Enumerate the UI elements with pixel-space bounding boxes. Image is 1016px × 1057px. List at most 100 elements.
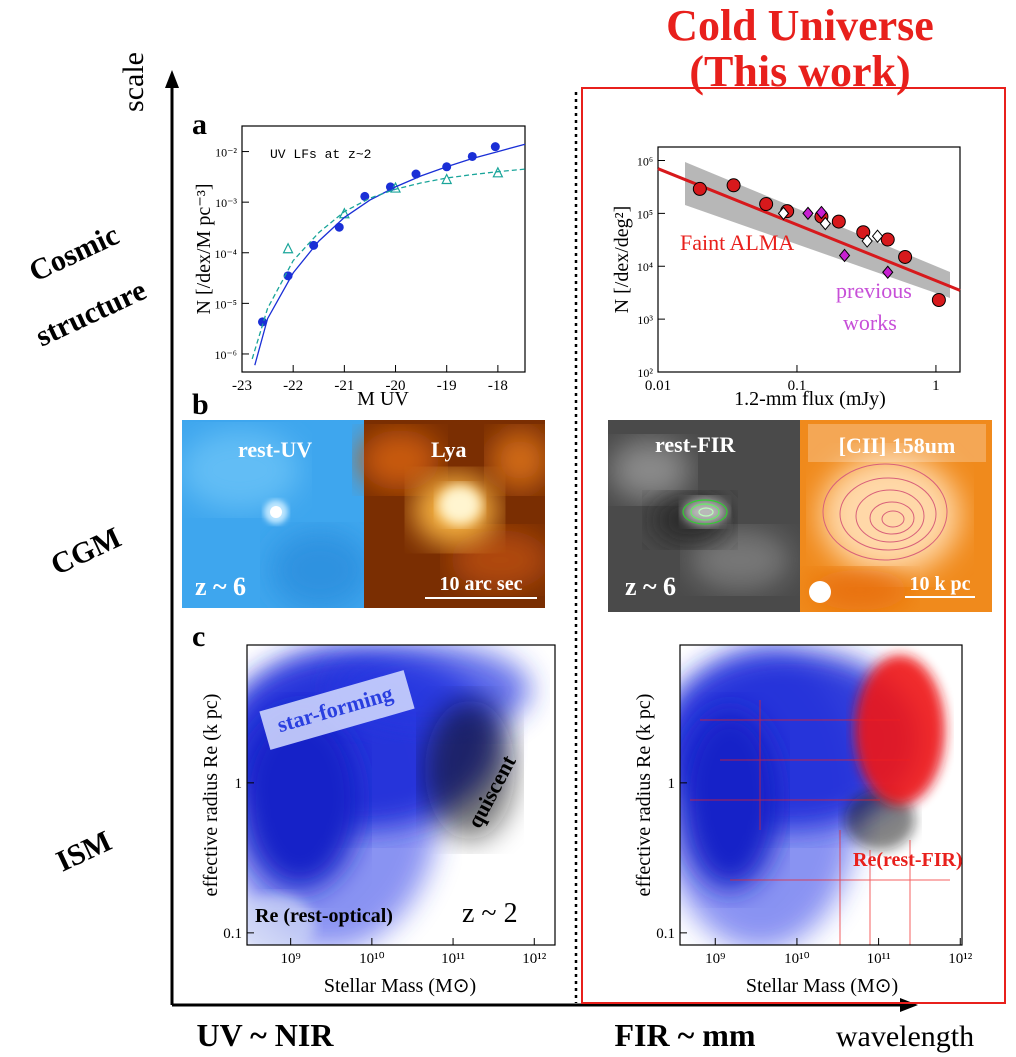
x-tick-label: 10⁹ bbox=[705, 951, 725, 967]
x-tick-label: 10¹⁰ bbox=[359, 951, 385, 967]
y-axis-label: effective radius Re (k pc) bbox=[200, 694, 222, 897]
image-label: [CII] 158um bbox=[839, 433, 956, 458]
x-tick-label: -23 bbox=[232, 378, 252, 394]
x-tick-label: 0.01 bbox=[645, 378, 671, 394]
annotation: previous bbox=[836, 278, 912, 303]
scatter-cloud bbox=[247, 645, 530, 945]
x-tick-label: 1 bbox=[932, 378, 940, 394]
y-tick-label: 10² bbox=[637, 366, 653, 380]
heading: (This work) bbox=[689, 47, 910, 96]
row-label: ISM bbox=[51, 824, 116, 878]
chart-title: UV LFs at z~2 bbox=[270, 147, 371, 162]
fit-line bbox=[657, 167, 961, 292]
y-tick-label: 10⁻⁶ bbox=[214, 348, 237, 362]
data-point bbox=[931, 292, 946, 307]
label-backdrop bbox=[808, 424, 986, 462]
data-point bbox=[490, 142, 500, 152]
data-point bbox=[831, 214, 846, 229]
plot-frame bbox=[241, 125, 526, 373]
y-tick-label: 1 bbox=[235, 776, 243, 792]
data-point bbox=[880, 232, 895, 247]
y-tick-label: 10³ bbox=[637, 313, 653, 327]
x-axis-label: Stellar Mass (M⊙) bbox=[746, 975, 898, 997]
image-label: Lya bbox=[431, 437, 466, 462]
image-panels bbox=[608, 420, 992, 612]
scatter-cloud bbox=[680, 650, 950, 945]
x-tick-label: 10¹² bbox=[948, 951, 972, 967]
x-tick-label: 0.1 bbox=[788, 378, 807, 394]
axis-label: scale bbox=[117, 52, 150, 112]
data-point bbox=[492, 166, 504, 178]
data-point bbox=[360, 191, 370, 201]
panel-label: a bbox=[192, 108, 207, 141]
x-tick-label: -21 bbox=[334, 378, 354, 394]
plot-frame bbox=[657, 146, 961, 373]
column-label: FIR ~ mm bbox=[614, 1017, 755, 1053]
y-tick-label: 10⁻² bbox=[215, 146, 237, 160]
x-tick-label: -19 bbox=[437, 378, 457, 394]
y-axis-label: effective radius Re (k pc) bbox=[633, 694, 655, 897]
highlight-box bbox=[581, 87, 1006, 1004]
data-point bbox=[334, 222, 344, 232]
image-panels bbox=[182, 420, 545, 608]
annotation: Re(rest-FIR) bbox=[853, 849, 963, 871]
column-label: UV ~ NIR bbox=[197, 1017, 335, 1053]
arrow-head bbox=[165, 70, 179, 88]
plot-frame bbox=[679, 644, 963, 946]
data-point bbox=[338, 207, 350, 219]
image-note: z ~ 6 bbox=[195, 572, 246, 601]
data-point bbox=[838, 248, 851, 263]
arrow-head bbox=[900, 998, 918, 1012]
data-point bbox=[726, 178, 741, 193]
image-note: 10 arc sec bbox=[440, 573, 523, 595]
image-label: rest-UV bbox=[238, 437, 312, 462]
x-axis-label: M UV bbox=[357, 388, 409, 410]
y-axis-label: N [/dex/M pc⁻³] bbox=[193, 184, 215, 315]
y-tick-label: 0.1 bbox=[223, 926, 242, 942]
y-axis-label: N [/dex/deg²] bbox=[611, 206, 633, 314]
plot-frame bbox=[246, 644, 556, 946]
data-point bbox=[819, 216, 831, 231]
y-tick-label: 10⁻⁴ bbox=[214, 247, 237, 261]
image-note: z ~ 6 bbox=[625, 572, 676, 601]
annotation: works bbox=[843, 310, 897, 335]
data-point bbox=[309, 240, 319, 250]
y-tick-label: 10⁻⁵ bbox=[214, 297, 237, 311]
y-tick-label: 10⁵ bbox=[637, 207, 653, 221]
confidence-band bbox=[685, 162, 950, 298]
panel-label: c bbox=[192, 620, 205, 653]
data-point bbox=[759, 197, 774, 212]
data-point bbox=[411, 169, 421, 179]
data-point bbox=[861, 234, 873, 248]
y-tick-label: 0.1 bbox=[656, 926, 675, 942]
axis-label: wavelength bbox=[836, 1020, 974, 1053]
data-point bbox=[282, 242, 294, 254]
heading: Cold Universe bbox=[666, 1, 934, 50]
x-tick-label: 10¹⁰ bbox=[784, 951, 810, 967]
y-tick-label: 10⁴ bbox=[637, 260, 653, 274]
x-tick-label: -18 bbox=[488, 378, 508, 394]
annotation: Re (rest-optical) bbox=[255, 905, 393, 927]
data-point bbox=[777, 206, 790, 221]
data-point bbox=[882, 265, 894, 280]
row-label: CGM bbox=[46, 521, 126, 582]
x-tick-label: 10¹¹ bbox=[867, 951, 891, 967]
panel-label: b bbox=[192, 388, 209, 421]
x-tick-label: -22 bbox=[283, 378, 303, 394]
annotation: z ~ 2 bbox=[462, 898, 518, 929]
x-tick-label: -20 bbox=[386, 378, 406, 394]
x-tick-label: 10¹² bbox=[522, 951, 546, 967]
annotation: Faint ALMA bbox=[680, 230, 794, 255]
image-note: 10 k pc bbox=[909, 573, 970, 595]
image-label: rest-FIR bbox=[655, 432, 736, 457]
y-tick-label: 10⁻³ bbox=[215, 196, 237, 210]
x-axis-label: Stellar Mass (M⊙) bbox=[324, 975, 476, 997]
fit-line bbox=[251, 168, 526, 360]
y-tick-label: 10⁶ bbox=[637, 154, 653, 168]
x-axis-label: 1.2-mm flux (mJy) bbox=[734, 388, 886, 410]
x-tick-label: 10¹¹ bbox=[441, 951, 465, 967]
fit-line bbox=[254, 143, 526, 366]
row-label: structure bbox=[31, 274, 152, 354]
data-point bbox=[692, 181, 707, 196]
